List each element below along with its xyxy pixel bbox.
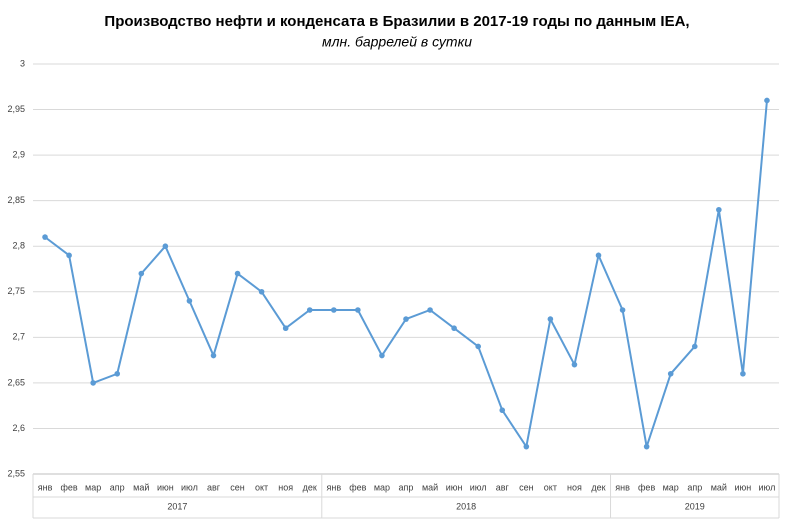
data-point	[42, 234, 48, 240]
y-tick-label: 2,95	[7, 104, 25, 114]
data-point	[282, 325, 289, 332]
x-tick-label: авг	[496, 482, 510, 492]
y-tick-label: 2,6	[12, 423, 25, 433]
data-point	[427, 307, 433, 313]
data-point	[306, 307, 313, 313]
x-tick-label: ноя	[278, 482, 293, 492]
x-tick-label: мар	[374, 482, 390, 492]
y-tick-label: 2,85	[7, 195, 25, 205]
x-tick-label: май	[422, 482, 438, 492]
x-tick-label: янв	[615, 482, 630, 492]
data-point	[138, 270, 145, 277]
x-tick-label: фев	[638, 482, 655, 492]
data-point	[186, 298, 193, 304]
x-tick-label: янв	[38, 482, 53, 492]
x-tick-label: июн	[446, 482, 463, 492]
group-label: 2019	[685, 501, 705, 511]
x-tick-label: май	[133, 482, 149, 492]
data-point	[716, 206, 722, 213]
x-tick-label: ноя	[567, 482, 582, 492]
y-tick-label: 2,65	[7, 377, 25, 387]
data-line	[44, 100, 768, 450]
data-point	[764, 97, 770, 104]
data-point	[740, 370, 746, 377]
x-tick-label: окт	[255, 482, 268, 492]
x-tick-label: июн	[735, 482, 752, 492]
chart-subtitle: млн. баррелей в сутки	[322, 34, 472, 50]
data-point	[210, 352, 217, 359]
group-label: 2018	[456, 501, 476, 511]
group-label: 2017	[167, 501, 187, 511]
x-tick-label: фев	[60, 482, 77, 492]
x-tick-label: май	[711, 482, 727, 492]
data-point	[258, 288, 265, 295]
data-point	[90, 380, 96, 386]
data-point	[523, 443, 530, 450]
data-point	[643, 443, 650, 450]
x-tick-label: мар	[663, 482, 679, 492]
data-point	[499, 407, 506, 414]
y-tick-label: 2,75	[7, 286, 25, 296]
x-tick-label: янв	[326, 482, 341, 492]
x-tick-label: фев	[349, 482, 366, 492]
x-tick-label: авг	[207, 482, 221, 492]
data-point	[451, 325, 457, 332]
x-tick-label: сен	[519, 482, 534, 492]
data-point	[379, 352, 385, 359]
data-point	[403, 316, 409, 322]
data-point	[619, 307, 626, 313]
data-point	[475, 343, 481, 350]
data-point	[571, 361, 578, 368]
x-tick-label: июл	[181, 482, 198, 492]
x-tick-label: сен	[230, 482, 245, 492]
data-point	[547, 316, 554, 322]
x-tick-label: апр	[687, 482, 702, 492]
x-tick-label: июл	[759, 482, 776, 492]
data-point	[114, 370, 121, 377]
chart-title: Производство нефти и конденсата в Бразил…	[104, 13, 689, 30]
data-point	[162, 243, 169, 250]
data-point	[355, 307, 361, 313]
y-tick-label: 2,9	[12, 149, 25, 159]
x-tick-label: апр	[110, 482, 125, 492]
x-tick-label: дек	[303, 482, 317, 492]
data-point	[667, 370, 674, 377]
data-point	[691, 343, 698, 350]
x-tick-label: июл	[470, 482, 487, 492]
data-point	[595, 252, 602, 259]
x-tick-label: июн	[157, 482, 174, 492]
x-tick-label: апр	[399, 482, 414, 492]
x-tick-label: дек	[591, 482, 605, 492]
x-tick-label: мар	[85, 482, 101, 492]
y-tick-label: 2,7	[12, 332, 25, 342]
x-tick-label: окт	[544, 482, 557, 492]
data-point	[66, 252, 72, 259]
y-tick-label: 2,8	[12, 241, 25, 251]
data-point	[331, 307, 337, 313]
y-tick-label: 3	[20, 58, 25, 68]
y-tick-label: 2,55	[7, 468, 25, 478]
data-point	[234, 270, 241, 277]
